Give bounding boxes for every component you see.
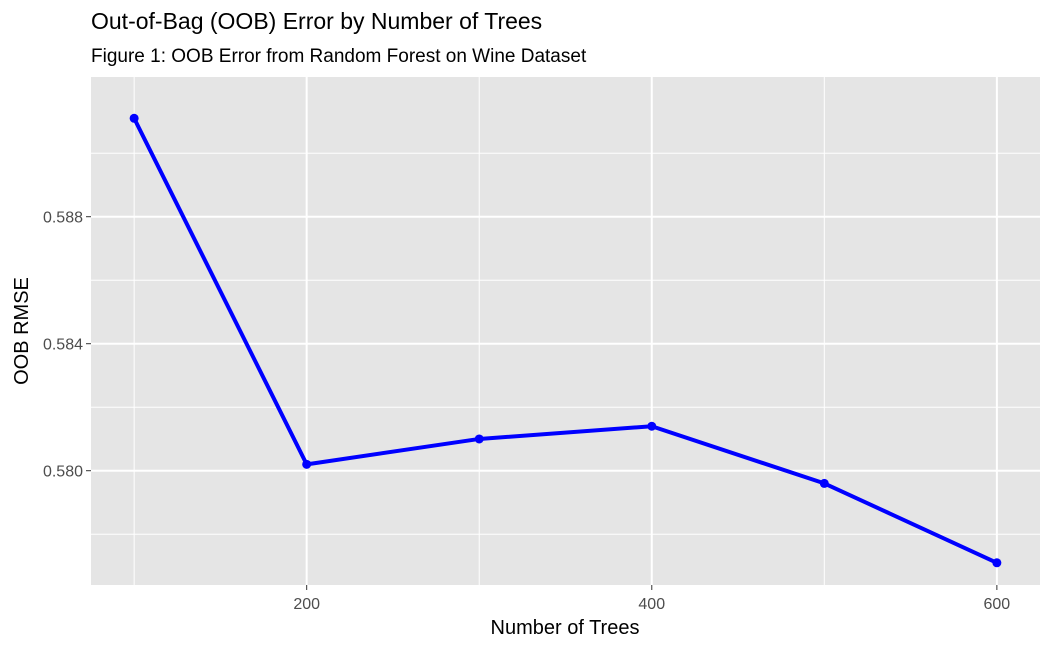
data-point [819,478,829,488]
plot-panel [91,77,1040,585]
data-point [992,558,1002,568]
series-layer [129,113,1002,568]
y-axis-title: OOB RMSE [11,277,33,385]
chart-subtitle: Figure 1: OOB Error from Random Forest o… [91,46,587,67]
y-tick-label: 0.580 [43,464,83,481]
x-tick-label: 400 [638,596,665,613]
data-point [647,421,657,431]
data-point [302,459,312,469]
chart-title: Out-of-Bag (OOB) Error by Number of Tree… [91,8,542,34]
tick-labels: 200 400 600 0.580 0.584 0.588 [43,210,1010,613]
grid-minor [91,77,1040,585]
y-tick-label: 0.584 [43,337,83,354]
x-tick-label: 200 [293,596,320,613]
grid-major [91,77,1040,585]
axis-ticks [86,216,998,590]
data-point [474,434,484,444]
x-axis-title: Number of Trees [491,617,640,639]
series-line [132,117,998,565]
x-tick-label: 600 [984,596,1011,613]
data-point [129,113,139,123]
y-tick-label: 0.588 [43,210,83,227]
